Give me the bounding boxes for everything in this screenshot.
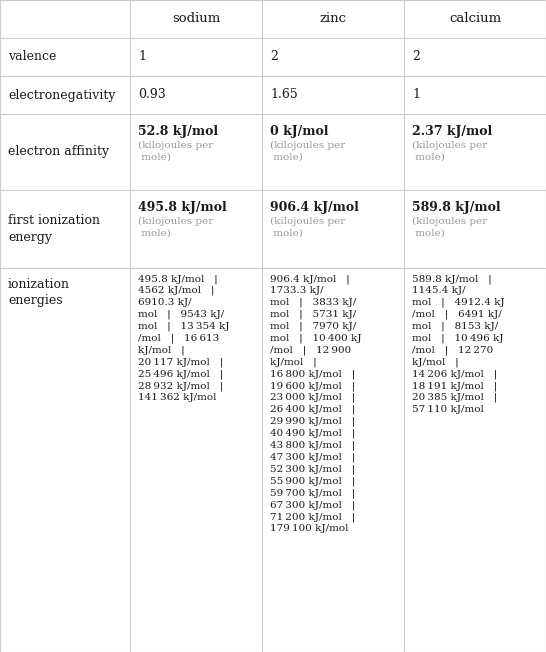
Text: sodium: sodium (172, 12, 220, 25)
Text: (kilojoules per
 mole): (kilojoules per mole) (270, 217, 345, 237)
Text: 1: 1 (138, 50, 146, 63)
Text: 495.8 kJ/mol   |
4562 kJ/mol   |
6910.3 kJ/
mol   |   9543 kJ/
mol   |   13 354 : 495.8 kJ/mol | 4562 kJ/mol | 6910.3 kJ/ … (138, 274, 229, 402)
Text: calcium: calcium (449, 12, 501, 25)
Text: (kilojoules per
 mole): (kilojoules per mole) (138, 217, 213, 237)
Text: (kilojoules per
 mole): (kilojoules per mole) (270, 141, 345, 161)
Text: 589.8 kJ/mol   |
1145.4 kJ/
mol   |   4912.4 kJ
/mol   |   6491 kJ/
mol   |   81: 589.8 kJ/mol | 1145.4 kJ/ mol | 4912.4 k… (412, 274, 505, 414)
Text: 495.8 kJ/mol: 495.8 kJ/mol (138, 201, 227, 214)
Text: 906.4 kJ/mol: 906.4 kJ/mol (270, 201, 359, 214)
Text: 52.8 kJ/mol: 52.8 kJ/mol (138, 125, 218, 138)
Text: 2: 2 (270, 50, 278, 63)
Text: 0 kJ/mol: 0 kJ/mol (270, 125, 329, 138)
Text: 1: 1 (412, 89, 420, 102)
Text: 1.65: 1.65 (270, 89, 298, 102)
Text: first ionization
energy: first ionization energy (8, 215, 100, 243)
Text: 2: 2 (412, 50, 420, 63)
Text: zinc: zinc (319, 12, 347, 25)
Text: (kilojoules per
 mole): (kilojoules per mole) (412, 217, 487, 237)
Text: 2.37 kJ/mol: 2.37 kJ/mol (412, 125, 492, 138)
Text: (kilojoules per
 mole): (kilojoules per mole) (138, 141, 213, 161)
Text: electronegativity: electronegativity (8, 89, 116, 102)
Text: valence: valence (8, 50, 56, 63)
Text: 0.93: 0.93 (138, 89, 166, 102)
Text: electron affinity: electron affinity (8, 145, 109, 158)
Text: 906.4 kJ/mol   |
1733.3 kJ/
mol   |   3833 kJ/
mol   |   5731 kJ/
mol   |   7970: 906.4 kJ/mol | 1733.3 kJ/ mol | 3833 kJ/… (270, 274, 361, 533)
Text: 589.8 kJ/mol: 589.8 kJ/mol (412, 201, 501, 214)
Text: (kilojoules per
 mole): (kilojoules per mole) (412, 141, 487, 161)
Text: ionization
energies: ionization energies (8, 278, 70, 307)
